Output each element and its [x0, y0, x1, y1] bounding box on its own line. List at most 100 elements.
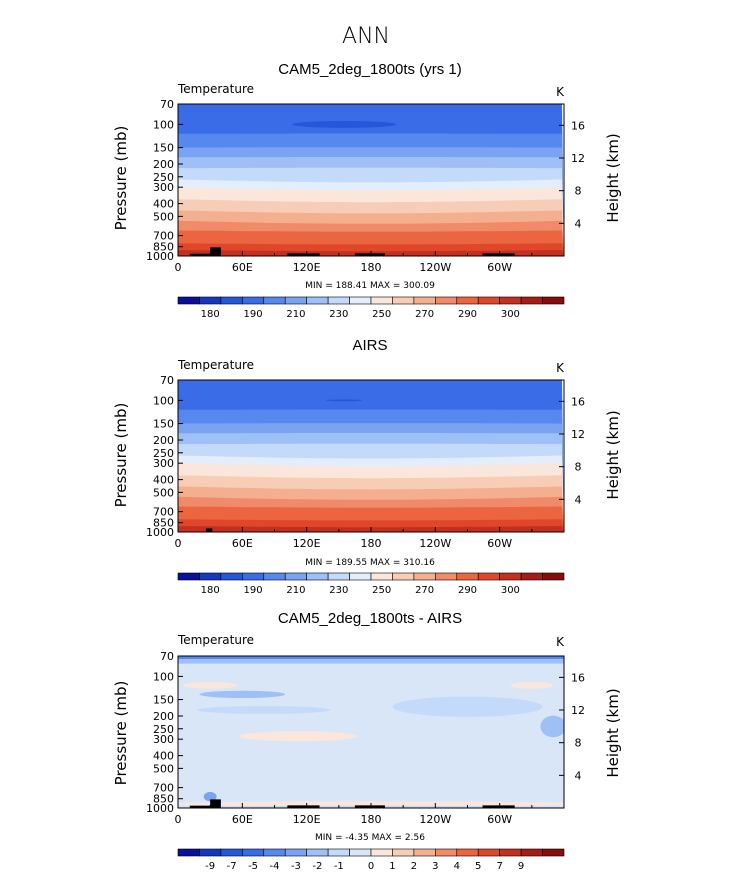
y-tick-label: 100: [153, 118, 174, 131]
x-tick-label: 60E: [232, 537, 253, 550]
height-tick-label: 4: [575, 769, 582, 782]
height-tick-label: 8: [575, 461, 582, 474]
colorbar-label: -3: [291, 861, 301, 872]
y-tick-label: 400: [153, 474, 174, 487]
terrain-mask: [482, 805, 515, 808]
contour-blob: [239, 731, 358, 742]
x-tick-label: 60W: [487, 261, 512, 274]
panel-obs: AIRS Temperature K 701001502002503004005…: [112, 337, 622, 596]
y-axis-title-right: Height (km): [604, 410, 622, 499]
terrain-mask: [482, 253, 515, 256]
colorbar-label: -5: [248, 861, 258, 872]
colorbar-label: -1: [334, 861, 344, 872]
contour-field: [178, 656, 564, 808]
y-tick-label: 300: [153, 457, 174, 470]
y-tick-label: 200: [153, 710, 174, 723]
colorbar-swatch: [284, 572, 307, 581]
contour-blob: [510, 681, 554, 689]
x-tick-label: 120E: [293, 261, 321, 274]
colorbar-label: 7: [496, 861, 502, 872]
colorbar-swatch: [177, 296, 200, 305]
colorbar-swatch: [327, 296, 350, 305]
colorbar-label: 230: [329, 585, 348, 596]
cold-anomaly: [326, 399, 363, 402]
colorbar-swatch: [284, 848, 307, 857]
colorbar-swatch: [177, 848, 200, 857]
y-tick-label: 700: [153, 230, 174, 243]
colorbar-label: 9: [518, 861, 524, 872]
colorbar-label: 270: [415, 309, 434, 320]
y-tick-label: 400: [153, 198, 174, 211]
colorbar-swatch: [370, 848, 393, 857]
colorbar-label: 2: [411, 861, 417, 872]
colorbar-swatch: [392, 848, 415, 857]
colorbar-swatch: [199, 848, 222, 857]
colorbar-swatch: [242, 572, 265, 581]
contour-band: [178, 656, 564, 659]
colorbar-label: 0: [368, 861, 374, 872]
colorbar-swatch: [520, 296, 543, 305]
colorbar-swatch: [435, 572, 458, 581]
contour-field: [178, 104, 564, 256]
colorbar-swatch: [477, 848, 500, 857]
cold-anomaly: [292, 120, 397, 128]
y-tick-label: 300: [153, 181, 174, 194]
y-tick-label: 70: [160, 650, 174, 663]
y-tick-label: 400: [153, 750, 174, 763]
terrain-mask: [210, 799, 221, 808]
x-tick-label: 180: [361, 261, 382, 274]
colorbar-swatch: [199, 572, 222, 581]
contour-field: [178, 380, 564, 532]
colorbar-swatch: [499, 848, 522, 857]
colorbar-swatch: [413, 848, 436, 857]
colorbar-swatch: [306, 848, 329, 857]
contour-blob: [199, 690, 286, 699]
y-tick-label: 200: [153, 434, 174, 447]
colorbar-swatch: [435, 296, 458, 305]
y-tick-label: 300: [153, 733, 174, 746]
colorbar-label: 5: [475, 861, 481, 872]
colorbar-swatch: [477, 572, 500, 581]
colorbar-swatch: [242, 848, 265, 857]
y-tick-label: 150: [153, 142, 174, 155]
colorbar-label: 190: [244, 309, 263, 320]
height-tick-label: 4: [575, 217, 582, 230]
y-tick-label: 850: [153, 793, 174, 806]
colorbar: 180 190 210 230 250 270 290 300: [177, 296, 565, 320]
x-tick-label: 60E: [232, 813, 253, 826]
y-tick-label: 500: [153, 486, 174, 499]
x-tick-label: 60E: [232, 261, 253, 274]
colorbar-label: 300: [501, 309, 520, 320]
panel-title: CAM5_2deg_1800ts - AIRS: [278, 610, 462, 627]
colorbar-label: 3: [432, 861, 438, 872]
terrain-mask: [210, 247, 221, 256]
height-tick-label: 8: [575, 737, 582, 750]
x-tick-label: 120W: [419, 537, 451, 550]
colorbar-swatch: [327, 572, 350, 581]
contour-blob: [540, 715, 564, 738]
height-tick-label: 12: [571, 704, 585, 717]
y-tick-label: 1000: [146, 250, 174, 263]
colorbar-swatch: [242, 296, 265, 305]
height-tick-label: 16: [571, 395, 585, 408]
panel-title: AIRS: [352, 337, 387, 354]
colorbar-swatch: [306, 296, 329, 305]
y-tick-label: 1000: [146, 802, 174, 815]
contour-blob: [197, 706, 331, 714]
contour-blob: [392, 696, 543, 717]
terrain-mask: [354, 253, 385, 256]
colorbar-swatch: [542, 572, 565, 581]
terrain-mask: [354, 805, 385, 808]
colorbar-label: 290: [458, 309, 477, 320]
colorbar-label: 190: [244, 585, 263, 596]
y-tick-label: 70: [160, 374, 174, 387]
terrain-mask: [287, 253, 320, 256]
y-tick-label: 500: [153, 762, 174, 775]
y-tick-label: 1000: [146, 526, 174, 539]
colorbar-swatch: [542, 296, 565, 305]
units-label: K: [556, 85, 565, 99]
colorbar-swatch: [349, 572, 372, 581]
variable-label: Temperature: [177, 82, 254, 96]
